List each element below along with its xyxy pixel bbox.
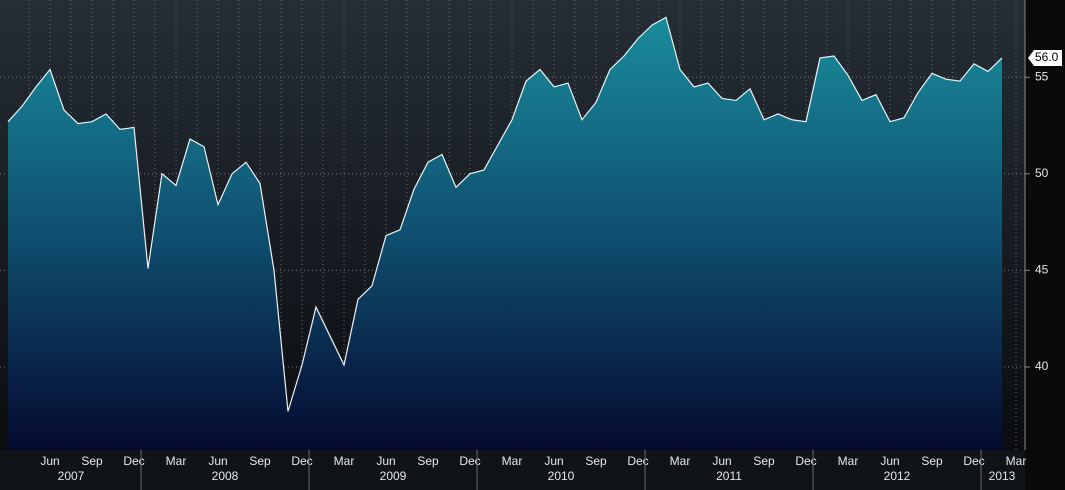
x-tick-label: Dec [123, 454, 144, 468]
x-tick-label: Dec [459, 454, 480, 468]
x-tick-label: Sep [585, 454, 607, 468]
year-label: 2013 [989, 469, 1016, 483]
y-tick-label: 45 [1035, 263, 1049, 277]
last-value-label: 56.0 [1035, 50, 1059, 64]
x-tick-label: Mar [502, 454, 523, 468]
year-label: 2010 [548, 469, 575, 483]
x-tick-label: Dec [795, 454, 816, 468]
axis-bg [1025, 0, 1065, 490]
last-value-tag [1028, 49, 1062, 66]
x-tick-label: Sep [921, 454, 943, 468]
x-tick-label: Mar [838, 454, 859, 468]
area [8, 17, 1002, 450]
year-label: 2007 [58, 469, 85, 483]
x-tick-label: Dec [627, 454, 648, 468]
x-axis-bg [0, 450, 1025, 490]
x-tick-label: Jun [40, 454, 59, 468]
x-tick-label: Dec [291, 454, 312, 468]
x-tick-label: Sep [753, 454, 775, 468]
x-tick-label: Jun [376, 454, 395, 468]
x-tick-label: Mar [670, 454, 691, 468]
line [7, 16, 1003, 412]
x-tick-label: Dec [963, 454, 984, 468]
x-tick-label: Jun [880, 454, 899, 468]
x-tick-label: Sep [81, 454, 103, 468]
y-tick-label: 50 [1035, 166, 1049, 180]
year-label: 2008 [212, 469, 239, 483]
year-label: 2009 [380, 469, 407, 483]
x-tick-label: Jun [712, 454, 731, 468]
x-tick-label: Jun [544, 454, 563, 468]
year-label: 2012 [884, 469, 911, 483]
y-tick-label: 55 [1035, 69, 1049, 83]
y-tick-label: 40 [1035, 359, 1049, 373]
x-tick-label: Mar [1006, 454, 1027, 468]
year-label: 2011 [716, 469, 742, 483]
x-tick-label: Sep [249, 454, 271, 468]
x-tick-label: Sep [417, 454, 439, 468]
x-tick-label: Mar [166, 454, 187, 468]
x-tick-label: Mar [334, 454, 355, 468]
x-tick-label: Jun [208, 454, 227, 468]
